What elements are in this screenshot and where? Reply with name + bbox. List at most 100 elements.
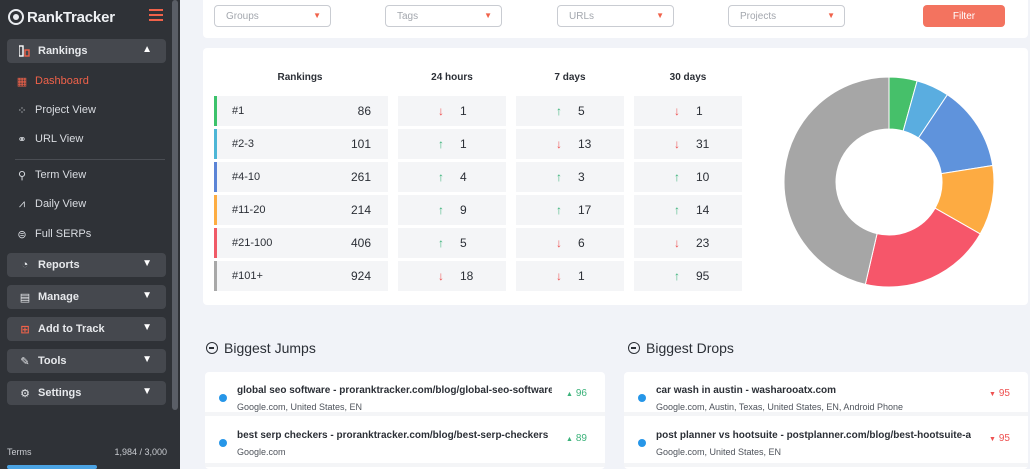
keyword-text: post planner vs hootsuite - postplanner.…	[656, 430, 971, 441]
rankings-card: Rankings 24 hours 7 days 30 days #1 86 ↓ 1 ↑…	[203, 48, 1028, 305]
change-number: 23	[696, 236, 710, 250]
chevron-down-icon: ▼	[142, 386, 152, 397]
ranking-row[interactable]: #2-3 101	[214, 129, 388, 159]
ranking-row[interactable]: #1 86	[214, 96, 388, 126]
manage-icon: ▤	[19, 291, 31, 304]
sidebar-item-term-view[interactable]: ⚲ Term View	[15, 165, 86, 185]
ranking-range: #11-20	[232, 204, 266, 216]
change-cell-h24: ↓ 1	[398, 96, 506, 126]
change-number: 5	[460, 236, 467, 250]
ranking-row[interactable]: #21-100 406	[214, 228, 388, 258]
sidebar-section-reports[interactable]: ◔ Reports ▼	[7, 253, 166, 277]
gear-icon: ⚙	[20, 387, 30, 400]
sidebar-section-manage[interactable]: ▤ Manage ▼	[7, 285, 166, 309]
list-item[interactable]: post planner vs hootsuite - postplanner.…	[624, 421, 1028, 457]
sidebar-section-add-to-track[interactable]: ⊞ Add to Track ▼	[7, 317, 166, 341]
keyword-meta: Google.com, United States, EN	[237, 402, 363, 412]
keyword-text: global seo software - proranktracker.com…	[237, 385, 552, 396]
change-cell-d30: ↑ 95	[634, 261, 742, 291]
list-divider	[624, 463, 1028, 467]
change-cell-d7: ↑ 17	[516, 195, 624, 225]
sidebar-section-tools[interactable]: ✎ Tools ▼	[7, 349, 166, 373]
caret-down-icon: ▼	[313, 11, 321, 20]
change-cell-d7: ↑ 3	[516, 162, 624, 192]
change-cell-h24: ↑ 5	[398, 228, 506, 258]
biggest-drops-title[interactable]: Biggest Drops	[628, 340, 734, 356]
select-placeholder: Projects	[740, 10, 777, 22]
tags-select[interactable]: Tags ▼	[385, 5, 502, 27]
serp-icon: ⊜	[17, 228, 27, 241]
change-number: 89	[575, 433, 587, 444]
arrow-up-icon: ↑	[438, 236, 444, 250]
projects-select[interactable]: Projects ▼	[728, 5, 845, 27]
donut-slice-6[interactable]	[783, 76, 890, 285]
list-item[interactable]: best serp checkers - proranktracker.com/…	[205, 421, 605, 457]
keyword-meta: Google.com	[237, 447, 286, 457]
sidebar-section-label: Reports	[38, 259, 80, 271]
change-number: 5	[578, 104, 585, 118]
arrow-down-icon: ↓	[674, 137, 680, 151]
sidebar-item-label: URL View	[35, 133, 84, 145]
collapse-icon[interactable]	[628, 342, 640, 354]
section-title-text: Biggest Jumps	[224, 340, 316, 356]
urls-select[interactable]: URLs ▼	[557, 5, 674, 27]
arrow-down-icon: ↓	[674, 236, 680, 250]
ranking-row[interactable]: #101+ 924	[214, 261, 388, 291]
keyword-text: car wash in austin - washarooatx.com	[656, 385, 837, 396]
ranking-row[interactable]: #4-10 261	[214, 162, 388, 192]
terms-link[interactable]: Terms	[7, 447, 32, 457]
change-value: ▲ 96	[566, 388, 587, 399]
ranking-count: 406	[350, 236, 371, 250]
change-number: 31	[696, 137, 710, 151]
change-number: 1	[460, 137, 467, 151]
change-number: 3	[578, 170, 585, 184]
change-value: ▼ 95	[989, 433, 1010, 444]
arrow-up-icon: ↑	[674, 269, 680, 283]
sidebar: RankTracker Rankings ▲ ▦ Dashboard ⁘ Pro…	[0, 0, 180, 469]
sidebar-item-full-serps[interactable]: ⊜ Full SERPs	[15, 224, 91, 244]
usage-count: 1,984 / 3,000	[114, 447, 167, 457]
ranking-count: 101	[350, 137, 371, 151]
sidebar-item-url-view[interactable]: ⚭ URL View	[15, 129, 83, 149]
keyword-meta: Google.com, United States, EN	[656, 447, 782, 457]
filter-bar: Groups ▼ Tags ▼ URLs ▼ Projects ▼ Filter	[203, 0, 1028, 38]
change-cell-h24: ↑ 1	[398, 129, 506, 159]
caret-down-icon: ▼	[827, 11, 835, 20]
sidebar-item-label: Daily View	[35, 198, 87, 210]
list-divider	[205, 412, 605, 416]
sidebar-item-label: Term View	[35, 169, 87, 181]
groups-select[interactable]: Groups ▼	[214, 5, 331, 27]
change-cell-d7: ↓ 6	[516, 228, 624, 258]
filter-button[interactable]: Filter	[923, 5, 1005, 27]
ranking-count: 261	[350, 170, 371, 184]
select-placeholder: URLs	[569, 10, 595, 22]
rankings-icon	[18, 44, 32, 58]
logo[interactable]: RankTracker	[8, 8, 115, 26]
sidebar-item-project-view[interactable]: ⁘ Project View	[15, 100, 96, 120]
arrow-up-icon: ↑	[556, 170, 562, 184]
sidebar-scrollbar[interactable]	[172, 0, 178, 410]
change-number: 1	[578, 269, 585, 283]
change-value: ▲ 89	[566, 433, 587, 444]
change-cell-h24: ↑ 9	[398, 195, 506, 225]
change-cell-d30: ↑ 14	[634, 195, 742, 225]
menu-icon[interactable]	[149, 9, 163, 21]
arrow-up-icon: ↑	[438, 170, 444, 184]
chevron-up-icon: ▲	[142, 44, 152, 55]
sidebar-section-label: Tools	[38, 355, 67, 367]
collapse-icon[interactable]	[206, 342, 218, 354]
ranking-row[interactable]: #11-20 214	[214, 195, 388, 225]
biggest-jumps-title[interactable]: Biggest Jumps	[206, 340, 316, 356]
usage-progress-bar	[7, 465, 97, 469]
sidebar-section-settings[interactable]: ⚙ Settings ▼	[7, 381, 166, 405]
sidebar-item-daily-view[interactable]: ⩘ Daily View	[15, 194, 86, 214]
list-item[interactable]: car wash in austin - washarooatx.com Goo…	[624, 376, 1028, 412]
change-cell-d30: ↑ 10	[634, 162, 742, 192]
sidebar-section-label: Rankings	[38, 45, 88, 57]
list-item[interactable]: global seo software - proranktracker.com…	[205, 376, 605, 412]
arrow-up-icon: ↑	[556, 203, 562, 217]
link-icon: ⚭	[17, 133, 27, 146]
sidebar-section-rankings[interactable]: Rankings ▲	[7, 39, 166, 63]
change-number: 96	[575, 388, 587, 399]
sidebar-item-dashboard[interactable]: ▦ Dashboard	[15, 71, 89, 91]
